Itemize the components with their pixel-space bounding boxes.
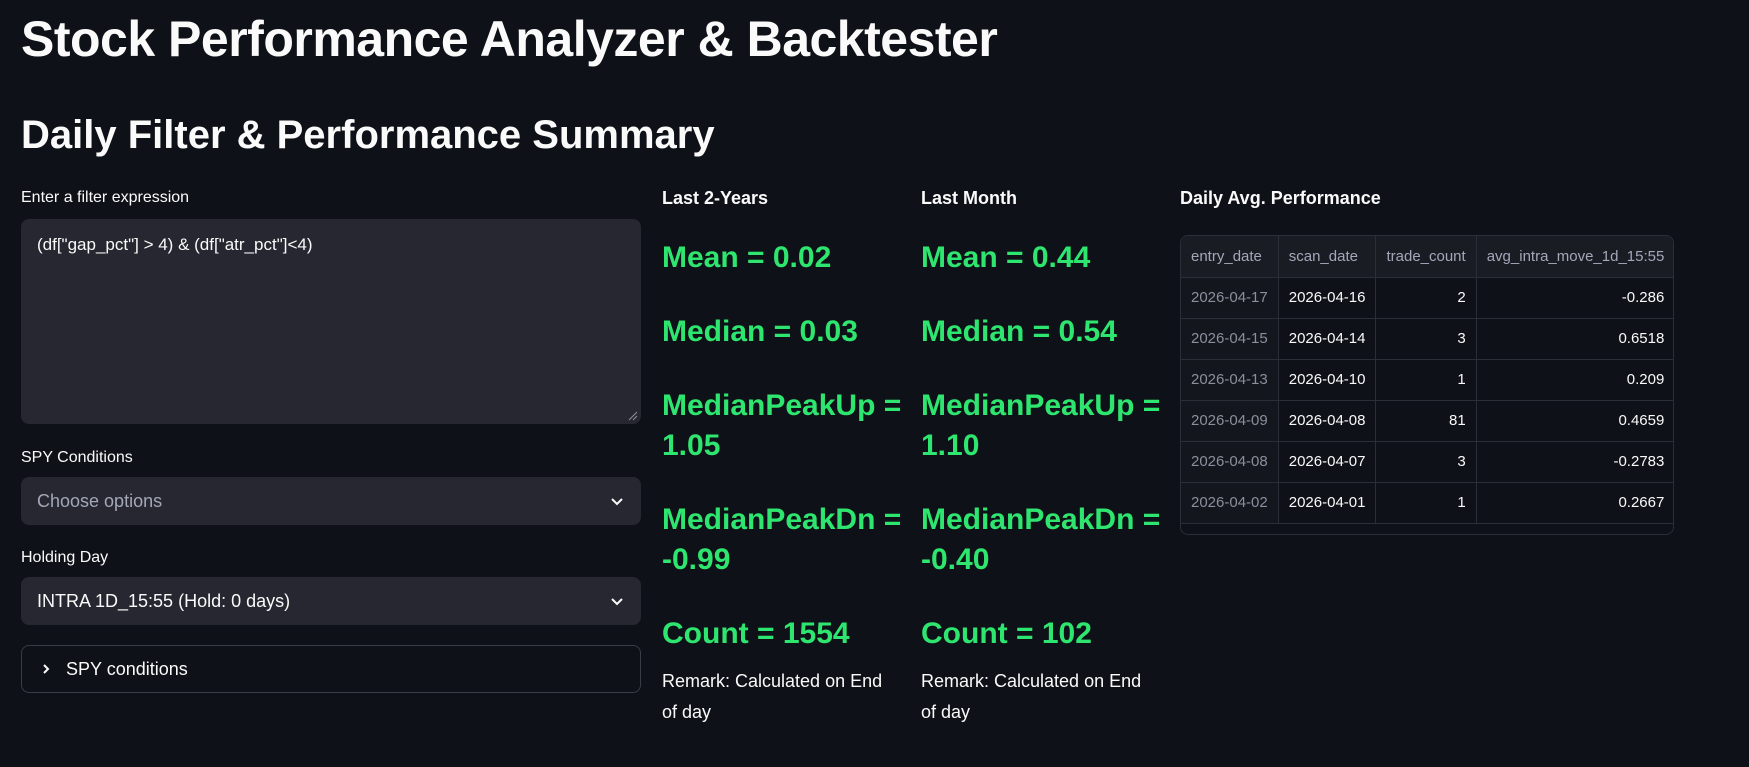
spy-conditions-placeholder: Choose options xyxy=(37,490,163,511)
cell-avg-intra-move: 0.6518 xyxy=(1476,318,1673,360)
expander-label: SPY conditions xyxy=(66,658,188,679)
daily-avg-title: Daily Avg. Performance xyxy=(1180,188,1381,208)
cell-trade-count: 1 xyxy=(1375,482,1477,524)
metric-median-peak-up: MedianPeakUp = 1.05 xyxy=(662,389,902,462)
cell-scan-date: 2026-04-07 xyxy=(1278,441,1377,483)
remark: Remark: Calculated on End of day xyxy=(662,671,883,722)
table-row: 2026-04-08 2026-04-07 3 -0.2783 xyxy=(1181,441,1673,483)
metric-mean: Mean = 0.02 xyxy=(662,241,832,274)
cell-trade-count: 81 xyxy=(1375,400,1477,442)
metric-count: Count = 1554 xyxy=(662,617,850,650)
metric-median-peak-dn: MedianPeakDn = -0.99 xyxy=(662,503,902,576)
cell-entry-date: 2026-04-02 xyxy=(1181,482,1279,524)
metrics-last-month: Last Month Mean = 0.44 Median = 0.54 Med… xyxy=(921,188,1161,728)
holding-day-select[interactable]: INTRA 1D_15:55 (Hold: 0 days) xyxy=(21,577,641,625)
table-header-row: entry_date scan_date trade_count avg_int… xyxy=(1181,236,1673,278)
metrics-title: Last Month xyxy=(921,188,1017,208)
metric-mean: Mean = 0.44 xyxy=(921,241,1091,274)
cell-avg-intra-move: -0.2783 xyxy=(1476,441,1673,483)
cell-avg-intra-move: 0.209 xyxy=(1476,359,1673,401)
metric-median: Median = 0.54 xyxy=(921,315,1117,348)
column-header[interactable]: trade_count xyxy=(1375,236,1477,278)
metrics-title: Last 2-Years xyxy=(662,188,769,208)
cell-scan-date: 2026-04-10 xyxy=(1278,359,1377,401)
remark: Remark: Calculated on End of day xyxy=(921,671,1142,722)
column-header[interactable]: avg_intra_move_1d_15:55 xyxy=(1476,236,1673,278)
holding-day-label: Holding Day xyxy=(21,549,109,566)
app-title: Stock Performance Analyzer & Backtester xyxy=(21,11,998,67)
filter-expression-value: (df["gap_pct"] > 4) & (df["atr_pct"]<4) xyxy=(37,235,313,254)
metric-median: Median = 0.03 xyxy=(662,315,858,348)
spy-conditions-select[interactable]: Choose options xyxy=(21,477,641,525)
filter-expression-input[interactable]: (df["gap_pct"] > 4) & (df["atr_pct"]<4) xyxy=(21,219,641,424)
chevron-down-icon xyxy=(611,498,623,506)
filter-label: Enter a filter expression xyxy=(21,189,190,206)
cell-scan-date: 2026-04-14 xyxy=(1278,318,1377,360)
chevron-down-icon xyxy=(611,598,623,606)
cell-trade-count: 2 xyxy=(1375,277,1477,319)
metric-median-peak-up: MedianPeakUp = 1.10 xyxy=(921,389,1161,462)
column-header[interactable]: scan_date xyxy=(1278,236,1377,278)
cell-avg-intra-move: -0.286 xyxy=(1476,277,1673,319)
chevron-right-icon xyxy=(43,664,50,674)
cell-entry-date: 2026-04-17 xyxy=(1181,277,1279,319)
cell-avg-intra-move: 0.4659 xyxy=(1476,400,1673,442)
column-header[interactable]: entry_date xyxy=(1181,236,1279,278)
cell-scan-date: 2026-04-16 xyxy=(1278,277,1377,319)
cell-entry-date: 2026-04-13 xyxy=(1181,359,1279,401)
cell-trade-count: 1 xyxy=(1375,359,1477,401)
cell-scan-date: 2026-04-01 xyxy=(1278,482,1377,524)
spy-conditions-label: SPY Conditions xyxy=(21,449,133,466)
metrics-last-2-years: Last 2-Years Mean = 0.02 Median = 0.03 M… xyxy=(662,188,902,728)
spy-conditions-expander[interactable]: SPY conditions xyxy=(21,645,641,693)
table-row: 2026-04-13 2026-04-10 1 0.209 xyxy=(1181,359,1673,401)
cell-scan-date: 2026-04-08 xyxy=(1278,400,1377,442)
resize-grip-icon[interactable] xyxy=(628,411,638,421)
section-title: Daily Filter & Performance Summary xyxy=(21,113,715,157)
metric-median-peak-dn: MedianPeakDn = -0.40 xyxy=(921,503,1161,576)
cell-trade-count: 3 xyxy=(1375,318,1477,360)
cell-entry-date: 2026-04-15 xyxy=(1181,318,1279,360)
table-row: 2026-04-02 2026-04-01 1 0.2667 xyxy=(1181,482,1673,524)
cell-avg-intra-move: 0.2667 xyxy=(1476,482,1673,524)
daily-avg-table[interactable]: entry_date scan_date trade_count avg_int… xyxy=(1180,235,1674,535)
cell-trade-count: 3 xyxy=(1375,441,1477,483)
cell-entry-date: 2026-04-09 xyxy=(1181,400,1279,442)
table-row: 2026-04-17 2026-04-16 2 -0.286 xyxy=(1181,277,1673,319)
table-row: 2026-04-09 2026-04-08 81 0.4659 xyxy=(1181,400,1673,442)
data-table: entry_date scan_date trade_count avg_int… xyxy=(1181,236,1673,524)
metric-count: Count = 102 xyxy=(921,617,1092,650)
cell-entry-date: 2026-04-08 xyxy=(1181,441,1279,483)
holding-day-value: INTRA 1D_15:55 (Hold: 0 days) xyxy=(37,590,291,611)
table-row: 2026-04-15 2026-04-14 3 0.6518 xyxy=(1181,318,1673,360)
